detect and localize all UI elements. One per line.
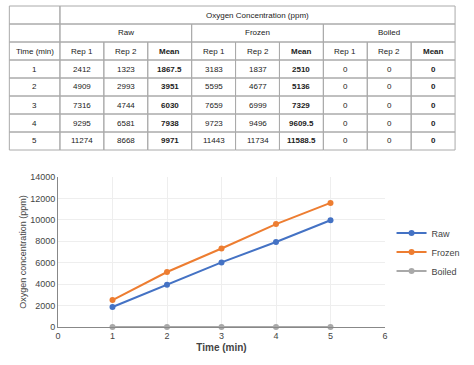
svg-text:0: 0 — [387, 101, 392, 110]
svg-text:5: 5 — [32, 136, 37, 145]
svg-text:8668: 8668 — [117, 136, 135, 145]
svg-text:0: 0 — [343, 119, 348, 128]
svg-text:12000: 12000 — [30, 194, 55, 204]
svg-text:6581: 6581 — [117, 119, 135, 128]
svg-text:Rep 1: Rep 1 — [334, 47, 356, 56]
svg-text:0: 0 — [387, 136, 392, 145]
svg-text:9295: 9295 — [73, 119, 91, 128]
svg-text:0: 0 — [55, 331, 60, 341]
svg-text:1: 1 — [32, 65, 37, 74]
svg-text:2: 2 — [32, 82, 37, 91]
svg-text:Boiled: Boiled — [378, 28, 400, 37]
svg-text:7659: 7659 — [205, 101, 223, 110]
svg-text:1867.5: 1867.5 — [157, 65, 182, 74]
svg-text:4: 4 — [32, 119, 37, 128]
svg-text:5595: 5595 — [205, 82, 223, 91]
svg-text:3: 3 — [32, 101, 37, 110]
svg-text:4000: 4000 — [35, 279, 55, 289]
svg-text:Raw: Raw — [432, 229, 451, 239]
svg-text:Frozen: Frozen — [245, 28, 270, 37]
svg-text:11443: 11443 — [203, 136, 225, 145]
svg-text:3: 3 — [219, 331, 224, 341]
svg-text:Oxygen concentration (ppm): Oxygen concentration (ppm) — [18, 195, 28, 309]
svg-text:0: 0 — [387, 65, 392, 74]
svg-text:Raw: Raw — [118, 28, 134, 37]
svg-text:1323: 1323 — [117, 65, 135, 74]
svg-text:Rep 1: Rep 1 — [71, 47, 93, 56]
svg-text:2993: 2993 — [117, 82, 135, 91]
svg-text:6999: 6999 — [249, 101, 267, 110]
svg-text:14000: 14000 — [30, 172, 55, 182]
svg-text:0: 0 — [50, 322, 55, 332]
svg-text:Rep 2: Rep 2 — [378, 47, 400, 56]
svg-text:7316: 7316 — [73, 101, 91, 110]
svg-text:5136: 5136 — [292, 82, 310, 91]
svg-text:10000: 10000 — [30, 215, 55, 225]
svg-text:0: 0 — [343, 136, 348, 145]
svg-text:5: 5 — [328, 331, 333, 341]
svg-text:Time (min): Time (min) — [16, 47, 54, 56]
svg-text:2412: 2412 — [73, 65, 91, 74]
svg-text:0: 0 — [431, 101, 436, 110]
svg-text:Mean: Mean — [159, 47, 180, 56]
svg-text:1837: 1837 — [249, 65, 267, 74]
svg-text:9496: 9496 — [249, 119, 267, 128]
svg-text:0: 0 — [343, 65, 348, 74]
svg-text:11734: 11734 — [247, 136, 269, 145]
svg-text:9609.5: 9609.5 — [289, 119, 314, 128]
svg-text:Rep 2: Rep 2 — [247, 47, 269, 56]
svg-text:2000: 2000 — [35, 301, 55, 311]
svg-text:7329: 7329 — [292, 101, 310, 110]
svg-text:3183: 3183 — [205, 65, 223, 74]
svg-text:0: 0 — [387, 82, 392, 91]
svg-text:11274: 11274 — [71, 136, 93, 145]
svg-text:0: 0 — [387, 119, 392, 128]
svg-text:0: 0 — [431, 82, 436, 91]
svg-text:4744: 4744 — [117, 101, 135, 110]
svg-text:1: 1 — [110, 331, 115, 341]
svg-text:2: 2 — [164, 331, 169, 341]
svg-text:6030: 6030 — [161, 101, 179, 110]
svg-text:4: 4 — [273, 331, 278, 341]
svg-text:Mean: Mean — [291, 47, 312, 56]
svg-text:Rep 2: Rep 2 — [115, 47, 137, 56]
svg-text:Oxygen Concentration (ppm): Oxygen Concentration (ppm) — [206, 11, 309, 20]
svg-text:Rep 1: Rep 1 — [203, 47, 225, 56]
svg-text:3951: 3951 — [161, 82, 179, 91]
svg-text:4909: 4909 — [73, 82, 91, 91]
svg-text:9971: 9971 — [161, 136, 179, 145]
svg-text:6: 6 — [382, 331, 387, 341]
svg-text:0: 0 — [343, 82, 348, 91]
svg-text:0: 0 — [343, 101, 348, 110]
svg-text:Time (min): Time (min) — [196, 342, 246, 353]
svg-text:0: 0 — [431, 136, 436, 145]
svg-text:4677: 4677 — [249, 82, 267, 91]
svg-text:0: 0 — [431, 65, 436, 74]
svg-text:7938: 7938 — [161, 119, 179, 128]
svg-text:11588.5: 11588.5 — [287, 136, 316, 145]
svg-text:0: 0 — [431, 119, 436, 128]
svg-text:9723: 9723 — [205, 119, 223, 128]
svg-text:6000: 6000 — [35, 258, 55, 268]
svg-text:2510: 2510 — [292, 65, 310, 74]
svg-text:Frozen: Frozen — [432, 248, 460, 258]
svg-text:8000: 8000 — [35, 236, 55, 246]
svg-text:Mean: Mean — [423, 47, 444, 56]
svg-text:Boiled: Boiled — [432, 267, 457, 277]
